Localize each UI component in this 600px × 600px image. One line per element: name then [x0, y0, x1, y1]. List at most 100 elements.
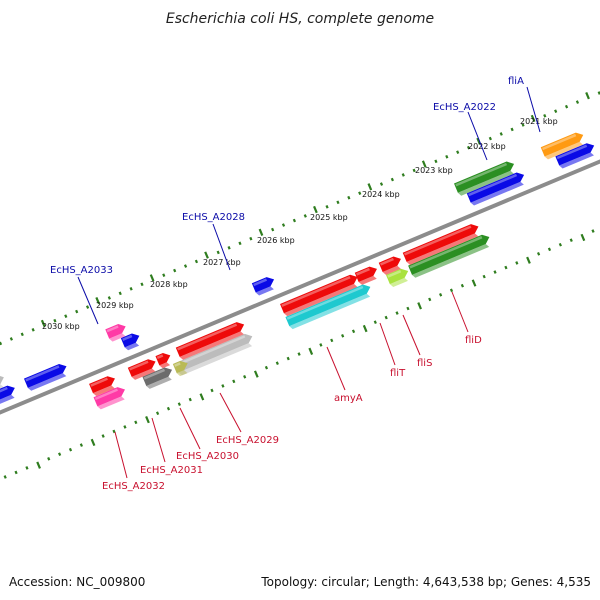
- minor-tick: [499, 132, 503, 136]
- gene-label-EcHS_A2033[interactable]: EcHS_A2033: [50, 265, 113, 276]
- gene-label-EcHS_A2028[interactable]: EcHS_A2028: [182, 212, 245, 223]
- gene-highlight: [177, 323, 238, 351]
- gene-feature-amyA[interactable]: [285, 282, 373, 330]
- gene-feature-EcHS_A2032-red[interactable]: [89, 374, 118, 397]
- minor-tick: [166, 406, 171, 411]
- minor-tick: [85, 305, 90, 309]
- gene-feature-blue-gene-3[interactable]: [120, 331, 143, 351]
- minor-tick: [569, 238, 573, 243]
- gene-arrow: [280, 274, 358, 314]
- gene-label-EcHS_A2029[interactable]: EcHS_A2029: [216, 435, 279, 446]
- gene-feature-blue-gene-4[interactable]: [23, 362, 70, 392]
- gene-bevel: [124, 342, 140, 351]
- gene-label-fliD[interactable]: fliD: [465, 335, 482, 346]
- major-tick: [36, 461, 41, 469]
- major-tick: [526, 256, 531, 264]
- gene-highlight: [253, 278, 268, 287]
- gene-label-fliA[interactable]: fliA: [508, 76, 524, 87]
- gene-label-fliT[interactable]: fliT: [390, 368, 406, 379]
- accession-text: Accession: NC_009800: [9, 575, 145, 589]
- major-tick: [90, 438, 96, 447]
- minor-tick: [554, 109, 558, 114]
- gene-features: [0, 130, 597, 410]
- minor-tick: [406, 306, 410, 311]
- gene-feature-fliS[interactable]: [385, 266, 412, 288]
- gene-feature-fliT-1[interactable]: [378, 254, 405, 275]
- minor-tick: [482, 274, 486, 279]
- gene-feature-EcHS_A2029[interactable]: [174, 332, 256, 377]
- leader-line: [467, 111, 488, 161]
- gene-feature-EcHS_A2022[interactable]: [454, 159, 518, 196]
- minor-tick: [558, 242, 562, 247]
- major-tick: [530, 114, 536, 123]
- minor-tick: [281, 223, 286, 227]
- major-tick: [417, 302, 422, 310]
- minor-tick: [395, 311, 399, 315]
- gene-feature-fliD-red[interactable]: [402, 222, 482, 266]
- gene-bevel: [389, 277, 408, 288]
- gene-feature-blue-gene-1[interactable]: [555, 141, 597, 169]
- gene-feature-EcHS_A2031-red[interactable]: [127, 357, 159, 381]
- gene-feature-EcHS_A2032[interactable]: [93, 385, 129, 410]
- minor-tick: [20, 332, 24, 337]
- gene-highlight: [0, 386, 8, 397]
- minor-tick: [31, 327, 35, 332]
- minor-tick: [330, 338, 334, 343]
- gene-feature-EcHS_A2030[interactable]: [172, 359, 191, 377]
- major-tick: [95, 296, 101, 305]
- gene-feature-EcHS_A2033[interactable]: [105, 322, 129, 343]
- map-title: Escherichia coli HS, complete genome: [166, 11, 434, 27]
- kbp-label: 2030 kbp: [42, 322, 80, 331]
- minor-tick: [216, 250, 220, 255]
- gene-bevel: [159, 362, 171, 369]
- gene-feature-amyA-red[interactable]: [280, 272, 361, 317]
- gene-feature-EcHS_A2029-red[interactable]: [175, 320, 248, 361]
- gene-bevel: [255, 286, 274, 296]
- kbp-scale-forward: [0, 91, 600, 346]
- gene-label-fliS[interactable]: fliS: [417, 358, 432, 369]
- minor-tick: [123, 425, 127, 429]
- gene-arrow: [23, 363, 67, 388]
- gene-label-amyA[interactable]: amyA: [334, 393, 363, 404]
- gene-feature-blue-gene-2[interactable]: [466, 170, 528, 206]
- minor-tick: [515, 261, 519, 265]
- minor-tick: [401, 173, 405, 177]
- leader-line: [219, 392, 242, 433]
- gene-feature-EcHS_A2031[interactable]: [142, 365, 175, 389]
- minor-tick: [547, 247, 552, 252]
- major-tick: [471, 279, 477, 287]
- gene-label-EcHS_A2031[interactable]: EcHS_A2031: [140, 465, 203, 476]
- minor-tick: [488, 136, 492, 141]
- minor-tick: [75, 309, 79, 314]
- minor-tick: [347, 195, 351, 200]
- gene-bevel: [457, 170, 514, 196]
- minor-tick: [58, 452, 62, 457]
- minor-tick: [227, 246, 231, 250]
- kbp-label: 2029 kbp: [96, 301, 134, 310]
- gene-feature-EcHS_A2030-red[interactable]: [155, 351, 173, 369]
- major-tick: [585, 92, 590, 100]
- gene-bevel: [0, 394, 15, 407]
- gene-highlight: [468, 173, 518, 197]
- minor-tick: [0, 341, 3, 346]
- minor-tick: [101, 434, 105, 438]
- leader-line: [179, 407, 201, 450]
- genome-track: [0, 91, 600, 479]
- gene-feature-fliA[interactable]: [540, 130, 587, 160]
- gene-label-EcHS_A2032[interactable]: EcHS_A2032: [102, 481, 165, 492]
- gene-feature-EcHS_A2028[interactable]: [251, 275, 278, 296]
- gene-label-EcHS_A2030[interactable]: EcHS_A2030: [176, 451, 239, 462]
- gene-feature-blue-gene-5[interactable]: [0, 383, 18, 407]
- leader-line: [451, 291, 469, 333]
- kbp-label: 2021 kbp: [520, 117, 558, 126]
- gene-arrow: [174, 333, 253, 373]
- minor-tick: [275, 361, 279, 365]
- gene-bevel: [283, 283, 358, 317]
- gene-arrow: [89, 376, 115, 394]
- gene-arrow: [378, 256, 401, 272]
- gene-feature-fliD[interactable]: [408, 232, 493, 278]
- minor-tick: [412, 168, 416, 173]
- gene-label-EcHS_A2022[interactable]: EcHS_A2022: [433, 102, 496, 113]
- minor-tick: [449, 288, 454, 293]
- gene-feature-fliT-2[interactable]: [354, 264, 381, 285]
